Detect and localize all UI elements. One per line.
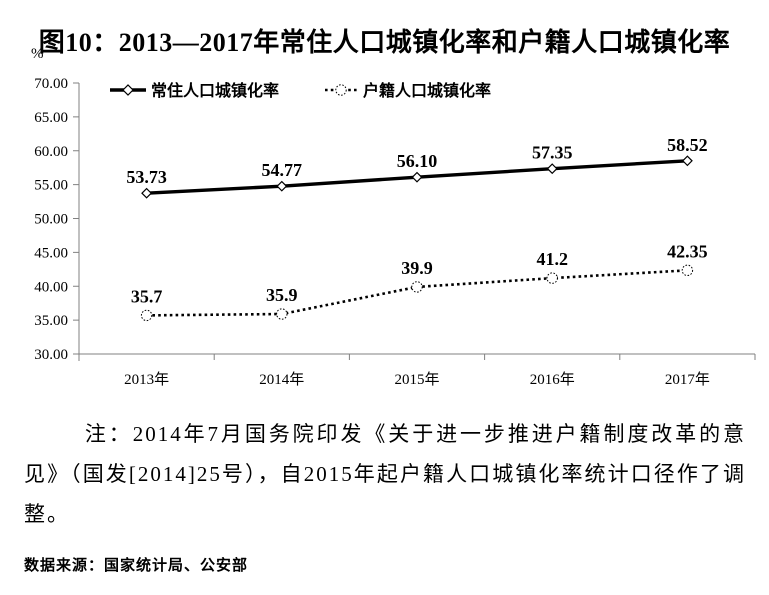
y-tick-label: 35.00 [34,313,68,329]
data-label: 41.2 [536,249,568,269]
y-tick-label: 70.00 [34,76,68,92]
data-point-marker [681,155,693,167]
data-point-marker [141,187,153,199]
y-tick-label: 40.00 [34,279,68,295]
x-tick-label: 2015年 [394,371,439,388]
chart-title: 图10：2013—2017年常住人口城镇化率和户籍人口城镇化率 [38,28,731,57]
data-label: 53.73 [126,167,167,187]
data-label: 39.9 [401,258,433,278]
y-tick-label: 55.00 [34,178,68,194]
source-text: 数据来源：国家统计局、公安部 [24,557,249,574]
data-label: 35.9 [266,285,298,305]
x-tick-label: 2013年 [124,371,169,388]
legend-marker-circle [335,84,347,96]
data-point-marker [140,309,153,322]
y-axis-unit-label: % [31,46,44,62]
data-label: 56.10 [397,151,438,171]
legend-label-2: 户籍人口城镇化率 [363,81,491,100]
x-tick-label: 2017年 [665,371,710,388]
note-text: 注：2014年7月国务院印发《关于进一步推进户籍制度改革的意见》（国发[2014… [24,422,746,526]
y-tick-label: 60.00 [34,144,68,160]
data-label: 35.7 [131,286,163,306]
y-tick-label: 65.00 [34,110,68,126]
data-label: 58.52 [667,135,708,155]
x-tick-label: 2014年 [259,371,304,388]
data-point-marker [276,308,288,320]
legend-marker-diamond [122,84,134,96]
y-tick-label: 50.00 [34,212,68,228]
y-tick-label: 30.00 [34,347,68,363]
y-tick-label: 45.00 [34,245,68,261]
data-label: 54.77 [262,160,303,180]
data-point-marker [681,264,694,277]
data-point-marker [546,272,558,284]
data-point-marker [411,171,423,183]
data-point-marker [546,163,558,175]
legend-label-1: 常住人口城镇化率 [151,81,279,100]
data-label: 42.35 [667,241,708,261]
data-point-marker [411,281,423,293]
x-tick-label: 2016年 [530,371,575,388]
data-point-marker [276,180,288,192]
line-chart: 70.00 65.00 60.00 55.00 50.00 45.00 40.00 35.00… [34,76,756,388]
data-label: 57.35 [532,143,573,163]
